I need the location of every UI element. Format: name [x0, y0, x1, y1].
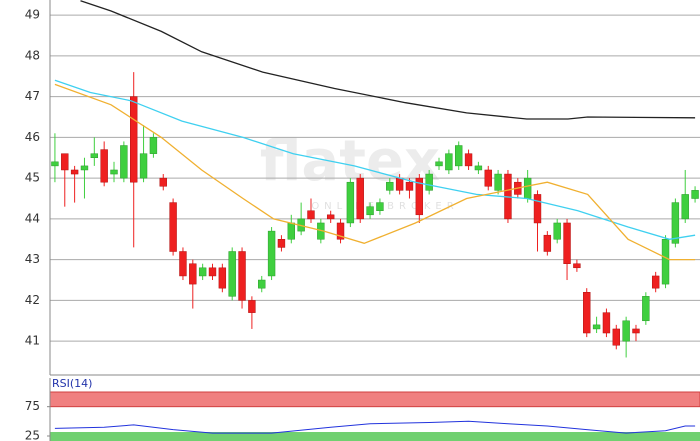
- candle-body: [70, 169, 79, 175]
- candle-body: [110, 169, 118, 175]
- candle-body: [326, 214, 335, 220]
- moving-average-line: [80, 0, 696, 120]
- candle-body: [218, 267, 227, 289]
- candle-body: [120, 145, 128, 179]
- candle-body: [395, 177, 404, 191]
- candle-body: [248, 300, 256, 313]
- candle-body: [169, 202, 177, 252]
- y-tick-label: 44: [25, 211, 40, 225]
- candle-body: [642, 296, 650, 322]
- candle-body: [464, 153, 473, 167]
- candle-body: [573, 263, 581, 269]
- candle-body: [198, 267, 207, 277]
- candle-body: [189, 263, 197, 285]
- candle-body: [287, 222, 295, 240]
- candle-body: [130, 96, 138, 183]
- y-tick-label: 47: [25, 89, 40, 103]
- candle-body: [622, 320, 630, 342]
- rsi-oversold-zone: [50, 432, 700, 441]
- y-tick-label: 46: [25, 130, 40, 144]
- candle-body: [307, 210, 315, 220]
- candle-body: [533, 194, 542, 224]
- candle-body: [149, 137, 158, 154]
- y-tick-label: 45: [25, 171, 40, 185]
- candle-body: [563, 222, 571, 264]
- candle-body: [405, 181, 414, 191]
- y-tick-label: 43: [25, 252, 40, 266]
- candle-body: [691, 190, 699, 199]
- candle-body: [455, 145, 463, 167]
- moving-average-line: [54, 79, 696, 240]
- candle-body: [445, 153, 453, 171]
- rsi-label: RSI(14): [52, 377, 92, 390]
- candle-body: [474, 165, 483, 171]
- candle-body: [208, 267, 217, 277]
- candle-body: [267, 230, 276, 277]
- candle-body: [100, 149, 108, 183]
- candle-body: [61, 153, 69, 171]
- candle-body: [612, 328, 620, 346]
- candle-body: [336, 222, 345, 240]
- candle-body: [425, 173, 433, 191]
- candle-body: [602, 312, 611, 334]
- candle-body: [80, 165, 89, 171]
- candle-body: [415, 177, 424, 216]
- moving-average-line: [54, 83, 696, 261]
- candle-body: [661, 239, 670, 285]
- candle-body: [632, 328, 640, 334]
- candle-body: [592, 324, 601, 330]
- candle-body: [179, 251, 187, 277]
- candle-body: [543, 234, 552, 252]
- candle-body: [386, 181, 394, 191]
- candle-body: [90, 153, 99, 158]
- rsi-overbought-zone: [49, 391, 700, 408]
- y-tick-label: 41: [25, 334, 40, 348]
- rsi-tick-label: 75: [25, 399, 40, 413]
- candle-body: [494, 173, 502, 191]
- y-tick-label: 42: [25, 293, 40, 307]
- candle-body: [51, 161, 59, 167]
- rsi-line: [54, 420, 696, 434]
- candle-body: [346, 181, 355, 224]
- candle-body: [258, 279, 266, 289]
- candle-body: [553, 222, 561, 240]
- watermark-sub: ONLINE BROKER: [311, 201, 458, 212]
- candle-body: [435, 161, 443, 167]
- candle-body: [484, 169, 492, 187]
- candle-body: [277, 239, 286, 248]
- candle-body: [583, 292, 591, 334]
- rsi-tick-label: 25: [25, 429, 40, 441]
- candle-body: [366, 206, 374, 216]
- y-tick-label: 49: [25, 8, 40, 22]
- candle-body: [681, 194, 689, 220]
- candle-body: [651, 275, 660, 289]
- candle-body: [356, 177, 364, 220]
- candle-body: [238, 251, 246, 301]
- candle-body: [139, 153, 148, 179]
- candle-body: [376, 202, 384, 211]
- candle-body: [159, 177, 167, 187]
- candle-body: [228, 251, 236, 297]
- candle-body: [523, 177, 532, 199]
- y-tick-label: 48: [25, 48, 40, 62]
- candle-body: [671, 202, 680, 244]
